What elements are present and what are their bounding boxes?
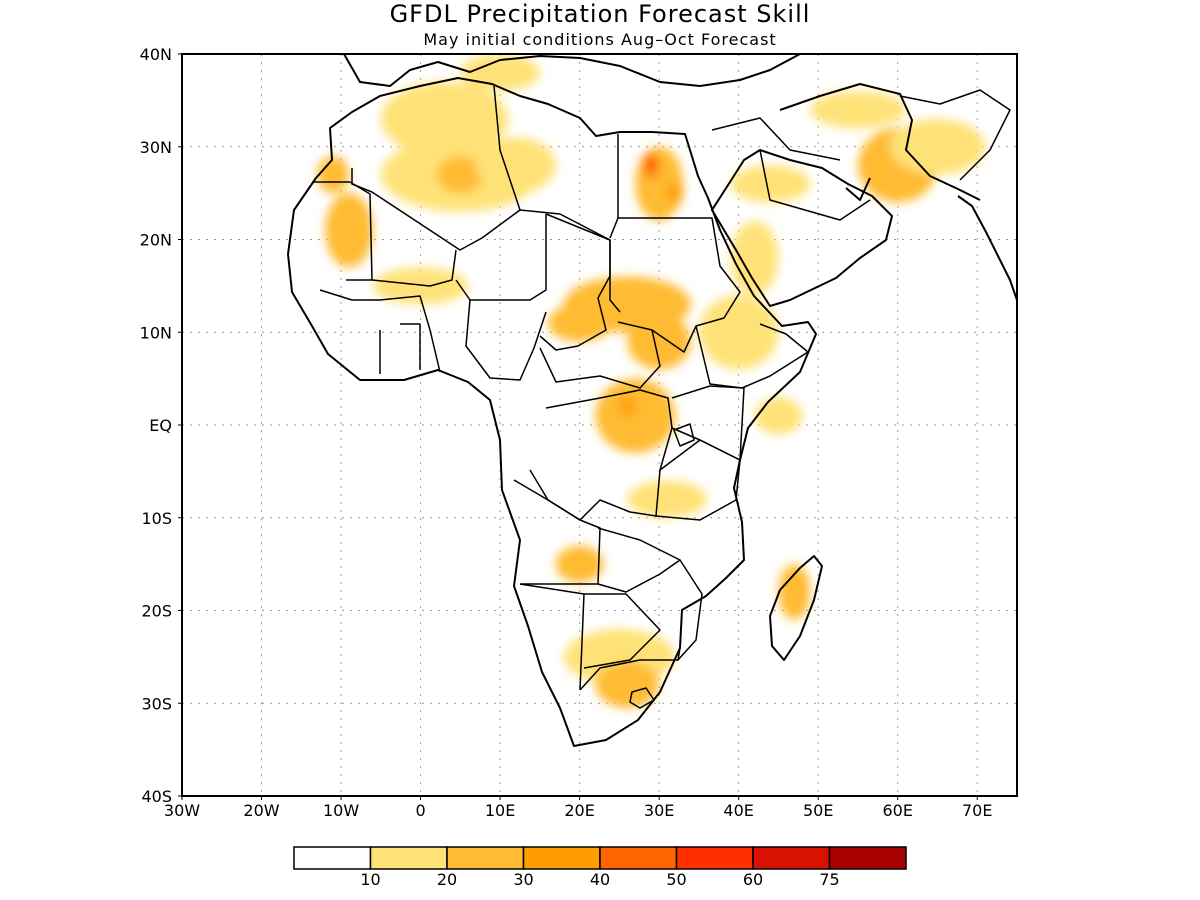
lat-tick-label: 30N <box>140 138 172 157</box>
lat-tick-label: 10N <box>140 323 172 342</box>
colorbar-swatch <box>522 846 601 870</box>
west-africa-border <box>319 289 441 374</box>
sudan-border <box>617 217 741 353</box>
afghanistan-border <box>899 89 1011 181</box>
lon-tick-label: 10W <box>323 801 359 820</box>
skill-area <box>547 304 612 342</box>
nigeria-border <box>465 299 547 381</box>
lon-tick-label: 20W <box>243 801 279 820</box>
lon-tick-label: 50E <box>803 801 833 820</box>
skill-area <box>317 156 349 194</box>
lat-tick-label: EQ <box>149 416 172 435</box>
lon-tick-label: 40E <box>723 801 753 820</box>
zambia-border <box>597 527 681 593</box>
mali-border <box>371 249 457 287</box>
colorbar-label: 30 <box>513 870 533 889</box>
colorbar: 10 20 30 40 50 60 75 <box>293 846 907 889</box>
skill-area <box>643 153 660 178</box>
niger-border <box>455 214 547 301</box>
europe-coastline <box>343 54 801 87</box>
colorbar-label: 75 <box>819 870 839 889</box>
angola-border <box>513 479 601 585</box>
africa-coastline <box>287 77 817 747</box>
skill-area <box>778 564 811 620</box>
skill-area <box>476 137 556 194</box>
skill-area <box>667 181 683 205</box>
skill-area <box>627 480 707 518</box>
mauritania-border <box>312 181 373 281</box>
lat-tick-label: 40N <box>140 45 172 64</box>
chart-subtitle: May initial conditions Aug–Oct Forecast <box>423 30 776 49</box>
chad-border <box>539 213 611 351</box>
skill-area <box>595 661 660 708</box>
mozambique-border <box>677 559 703 661</box>
colorbar-label: 10 <box>360 870 380 889</box>
colorbar-swatch <box>446 846 525 870</box>
middle-east-border <box>711 117 871 221</box>
skill-area <box>555 545 604 583</box>
skill-area <box>436 156 485 194</box>
colorbar-label: 20 <box>437 870 457 889</box>
colorbar-swatch <box>675 846 754 870</box>
colorbar-swatch <box>752 846 831 870</box>
east-africa-border <box>671 385 745 461</box>
colorbar-swatch <box>293 846 372 870</box>
latitude-tick-labels: 40N 30N 20N 10N EQ 10S 20S 30S 40S <box>140 45 182 806</box>
skill-area <box>595 378 676 453</box>
lon-tick-label: 10E <box>485 801 515 820</box>
south-africa-border <box>579 647 681 691</box>
lat-tick-label: 40S <box>141 787 172 806</box>
colorbar-label: 50 <box>666 870 686 889</box>
colorbar-label: 60 <box>743 870 763 889</box>
lon-tick-label: 60E <box>882 801 912 820</box>
colorbar-swatch <box>369 846 448 870</box>
madagascar-coastline <box>769 555 823 661</box>
iran-coastline <box>779 83 981 201</box>
skill-area <box>730 165 811 203</box>
lesotho-border <box>629 687 655 709</box>
ethiopia-border <box>695 323 809 389</box>
lon-tick-label: 30W <box>164 801 200 820</box>
skill-area <box>730 220 779 296</box>
skill-area <box>325 193 373 268</box>
lat-tick-label: 20S <box>141 602 172 621</box>
algeria-border <box>493 85 521 211</box>
colorbar-swatch <box>828 846 907 870</box>
colorbar-label: 40 <box>590 870 610 889</box>
skill-area <box>372 267 469 305</box>
skill-shading <box>317 54 986 708</box>
skill-area <box>810 91 906 129</box>
lat-tick-label: 20N <box>140 231 172 250</box>
coastlines <box>287 54 1017 747</box>
lake-victoria <box>673 423 695 447</box>
skill-area <box>380 81 509 157</box>
lon-tick-label: 0 <box>415 801 425 820</box>
india-coastline <box>957 195 1017 301</box>
colorbar-swatch <box>599 846 678 870</box>
namibia-border <box>519 583 585 691</box>
skill-area <box>619 397 636 416</box>
libya-egypt-border <box>609 134 619 239</box>
tanzania-border <box>655 439 741 521</box>
skill-area <box>754 397 803 435</box>
arabia-coastline <box>711 149 893 307</box>
lat-tick-label: 10S <box>141 509 172 528</box>
botswana-border <box>583 593 661 669</box>
lon-tick-label: 30E <box>644 801 674 820</box>
lon-tick-label: 70E <box>962 801 992 820</box>
longitude-tick-labels: 30W 20W 10W 0 10E 20E 30E 40E 50E 60E 70E <box>164 796 992 820</box>
lat-tick-label: 30S <box>141 694 172 713</box>
gulf-coastline <box>845 177 871 201</box>
lon-tick-label: 20E <box>564 801 594 820</box>
car-border <box>539 329 661 389</box>
country-borders <box>312 85 1011 709</box>
skill-area <box>698 295 779 370</box>
chart-title: GFDL Precipitation Forecast Skill <box>390 0 811 28</box>
skill-area <box>889 118 986 175</box>
